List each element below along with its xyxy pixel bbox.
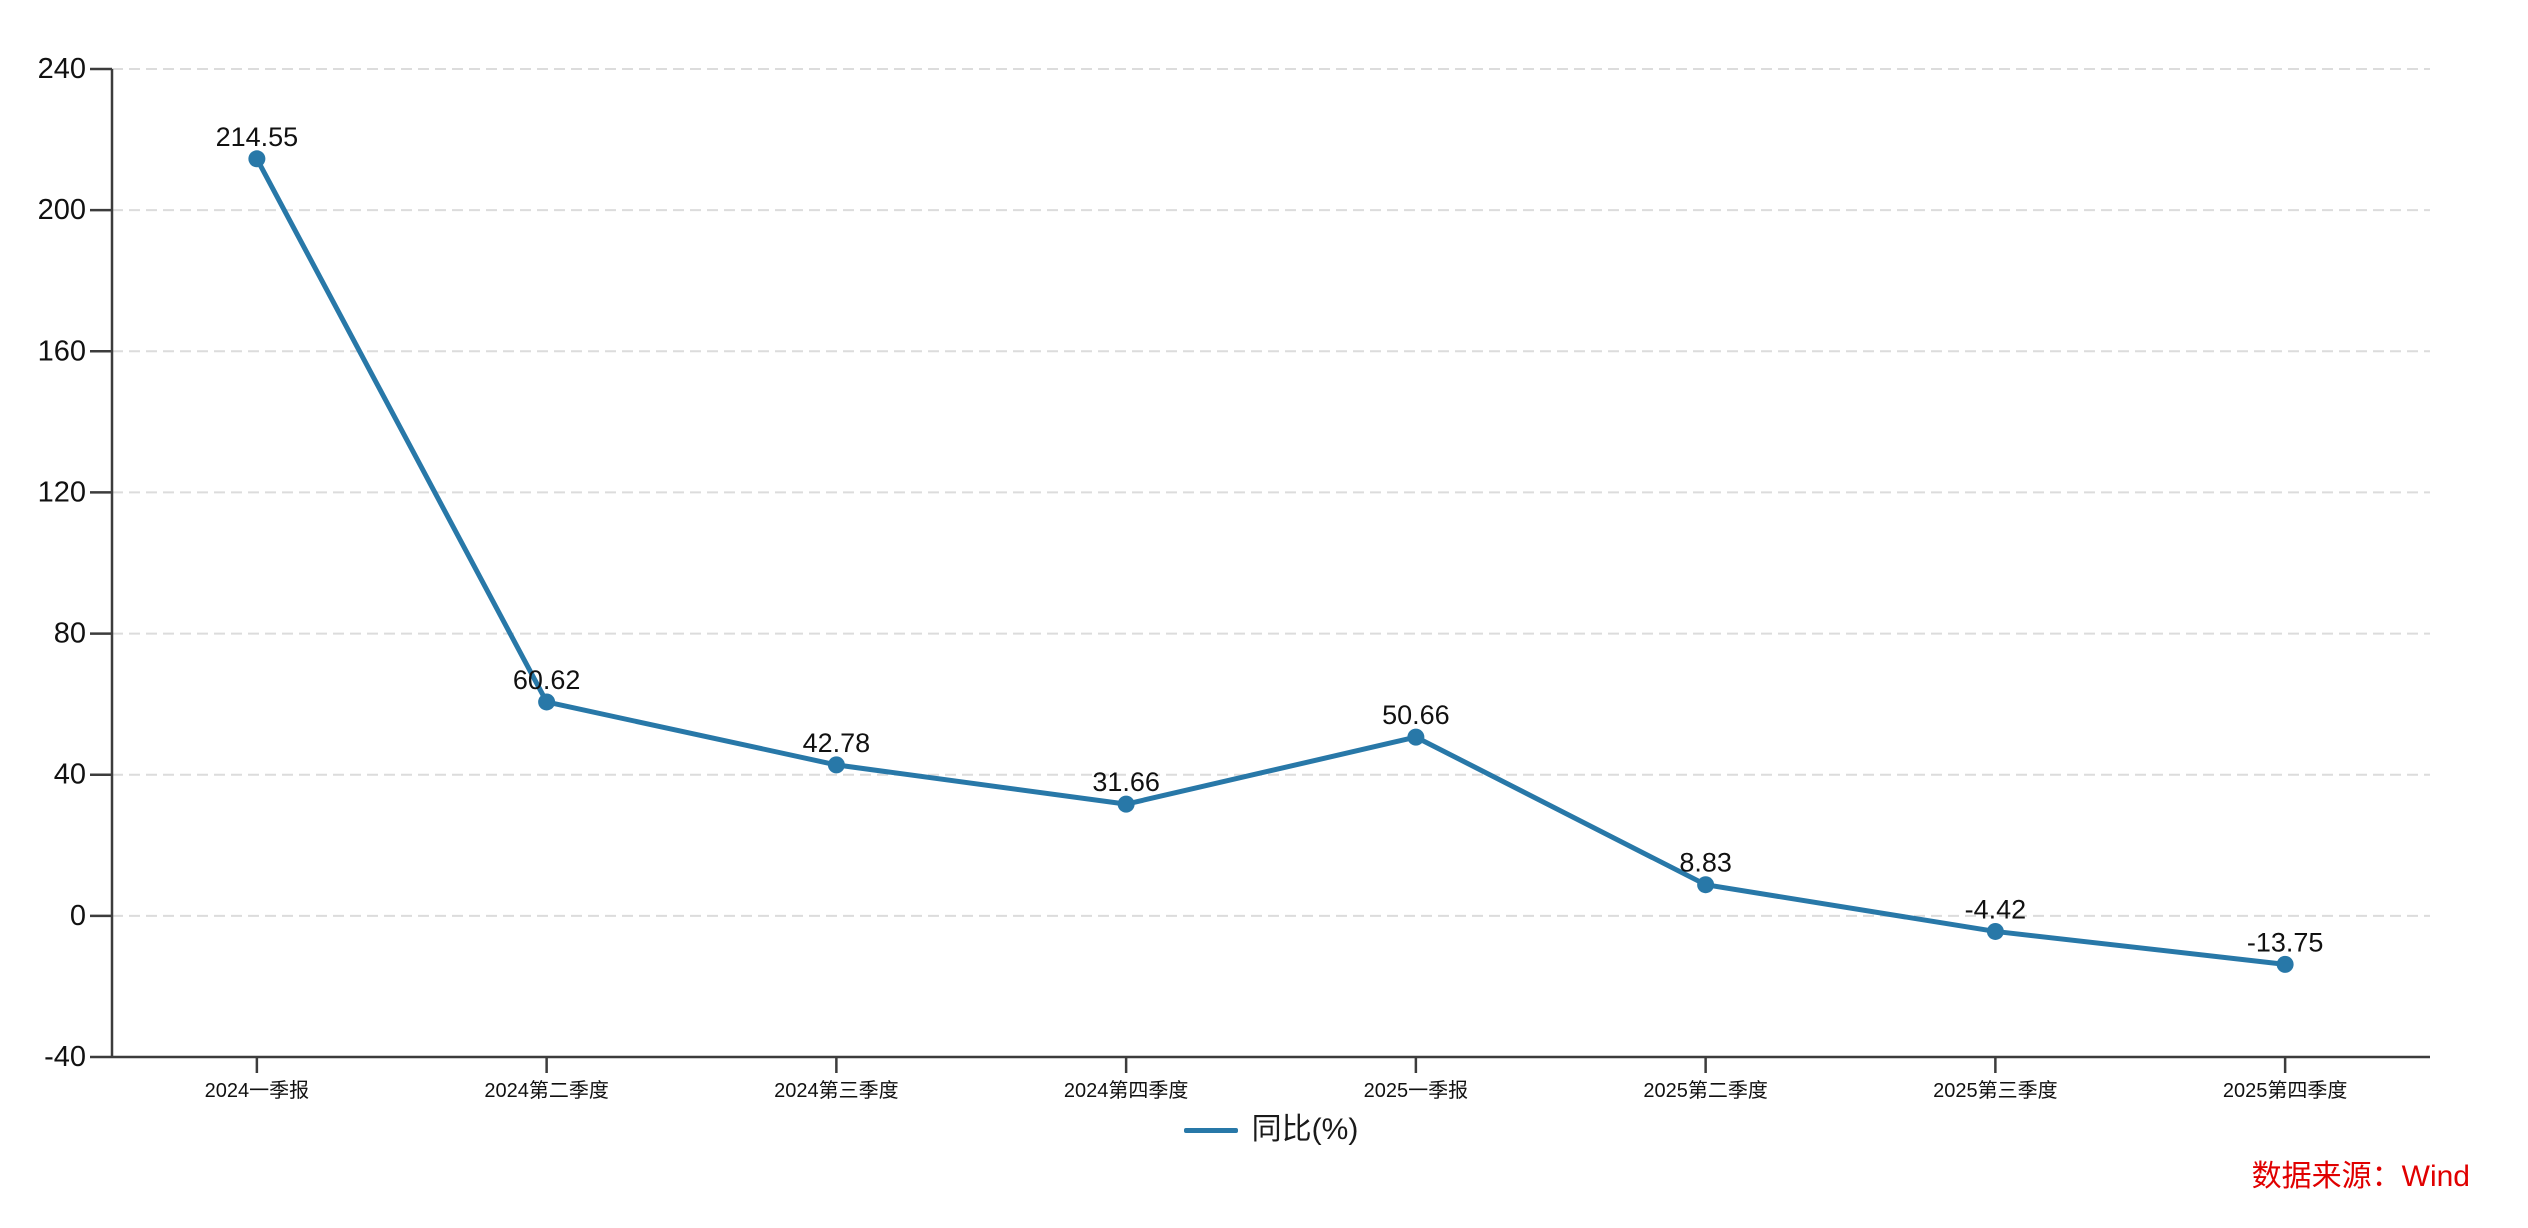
data-point-label: 214.55 bbox=[216, 122, 299, 152]
data-point-label: 60.62 bbox=[513, 665, 581, 695]
y-tick-label: 40 bbox=[54, 759, 86, 791]
x-tick-label: 2024第四季度 bbox=[1064, 1079, 1189, 1102]
legend-line-swatch bbox=[1183, 1127, 1238, 1133]
data-point bbox=[827, 756, 845, 774]
legend-label: 同比(%) bbox=[1251, 1113, 1359, 1146]
y-tick-label: 0 bbox=[70, 900, 86, 932]
data-point-label: 42.78 bbox=[803, 728, 871, 758]
x-tick-label: 2025第四季度 bbox=[2223, 1079, 2348, 1102]
x-tick-label: 2025一季报 bbox=[1364, 1079, 1469, 1102]
data-point bbox=[1117, 795, 1135, 813]
data-point-label: 31.66 bbox=[1092, 767, 1160, 797]
legend: 同比(%) bbox=[112, 1112, 2430, 1148]
data-source-label: 数据来源：Wind bbox=[2251, 1160, 2470, 1193]
y-tick-label: 240 bbox=[38, 53, 86, 85]
x-tick-label: 2024第二季度 bbox=[484, 1079, 609, 1102]
data-point bbox=[2276, 955, 2294, 973]
y-tick-label: 160 bbox=[38, 335, 86, 367]
data-point-label: -4.42 bbox=[1965, 894, 2027, 924]
data-point bbox=[1407, 728, 1425, 746]
y-tick-label: 200 bbox=[38, 194, 86, 226]
x-tick-label: 2024一季报 bbox=[205, 1079, 310, 1102]
data-point bbox=[538, 693, 556, 711]
data-point bbox=[1697, 876, 1715, 894]
x-tick-label: 2025第三季度 bbox=[1933, 1079, 2058, 1102]
data-point bbox=[1986, 922, 2004, 940]
data-point-label: 50.66 bbox=[1382, 700, 1450, 730]
data-point-label: 8.83 bbox=[1679, 848, 1732, 878]
x-tick-label: 2024第三季度 bbox=[774, 1079, 899, 1102]
x-tick-label: 2025第二季度 bbox=[1643, 1079, 1768, 1102]
y-tick-label: -40 bbox=[44, 1041, 86, 1073]
data-point-label: -13.75 bbox=[2247, 927, 2324, 957]
y-tick-label: 120 bbox=[38, 476, 86, 508]
series-line bbox=[254, 156, 2288, 967]
data-point bbox=[248, 150, 266, 168]
y-tick-label: 80 bbox=[54, 618, 86, 650]
